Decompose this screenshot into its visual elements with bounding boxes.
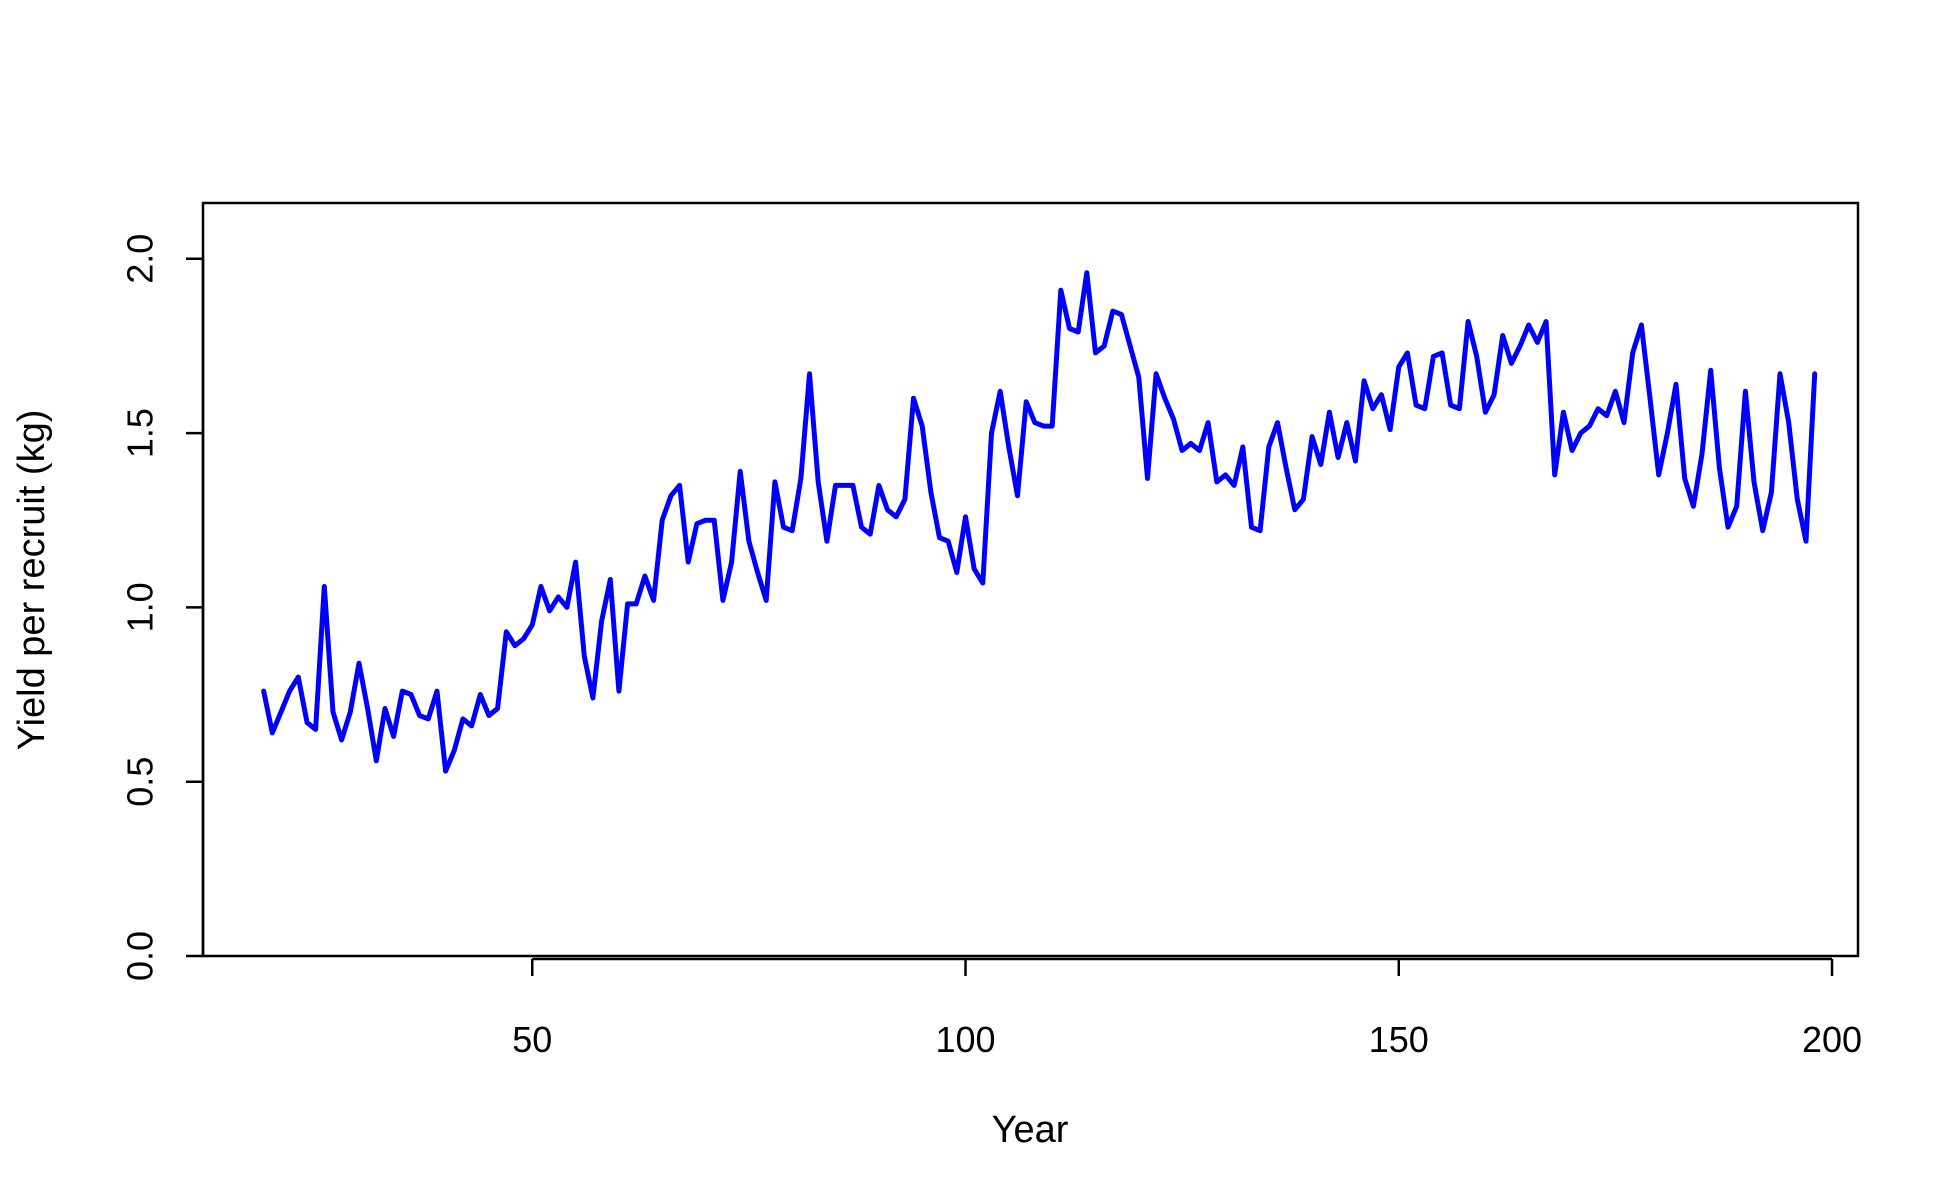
series-line [261, 270, 1818, 774]
y-axis: 0.0 0.5 1.0 1.5 2.0 [120, 234, 205, 981]
y-tick-label: 0.5 [120, 757, 161, 807]
y-tick-label: 1.5 [120, 408, 161, 458]
y-axis-title: Yield per recruit (kg) [11, 410, 53, 751]
y-tick-label: 1.0 [120, 582, 161, 632]
y-tick-label: 2.0 [120, 234, 161, 284]
x-tick-label: 50 [512, 1019, 552, 1060]
series-layer [261, 270, 1818, 774]
x-tick-label: 200 [1802, 1019, 1862, 1060]
x-axis-title: Year [992, 1109, 1069, 1151]
x-tick-label: 100 [935, 1019, 995, 1060]
plot-frame [201, 201, 1860, 958]
x-tick-label: 150 [1369, 1019, 1429, 1060]
x-axis: 50 100 150 200 [512, 957, 1862, 1060]
y-tick-label: 0.0 [120, 931, 161, 981]
